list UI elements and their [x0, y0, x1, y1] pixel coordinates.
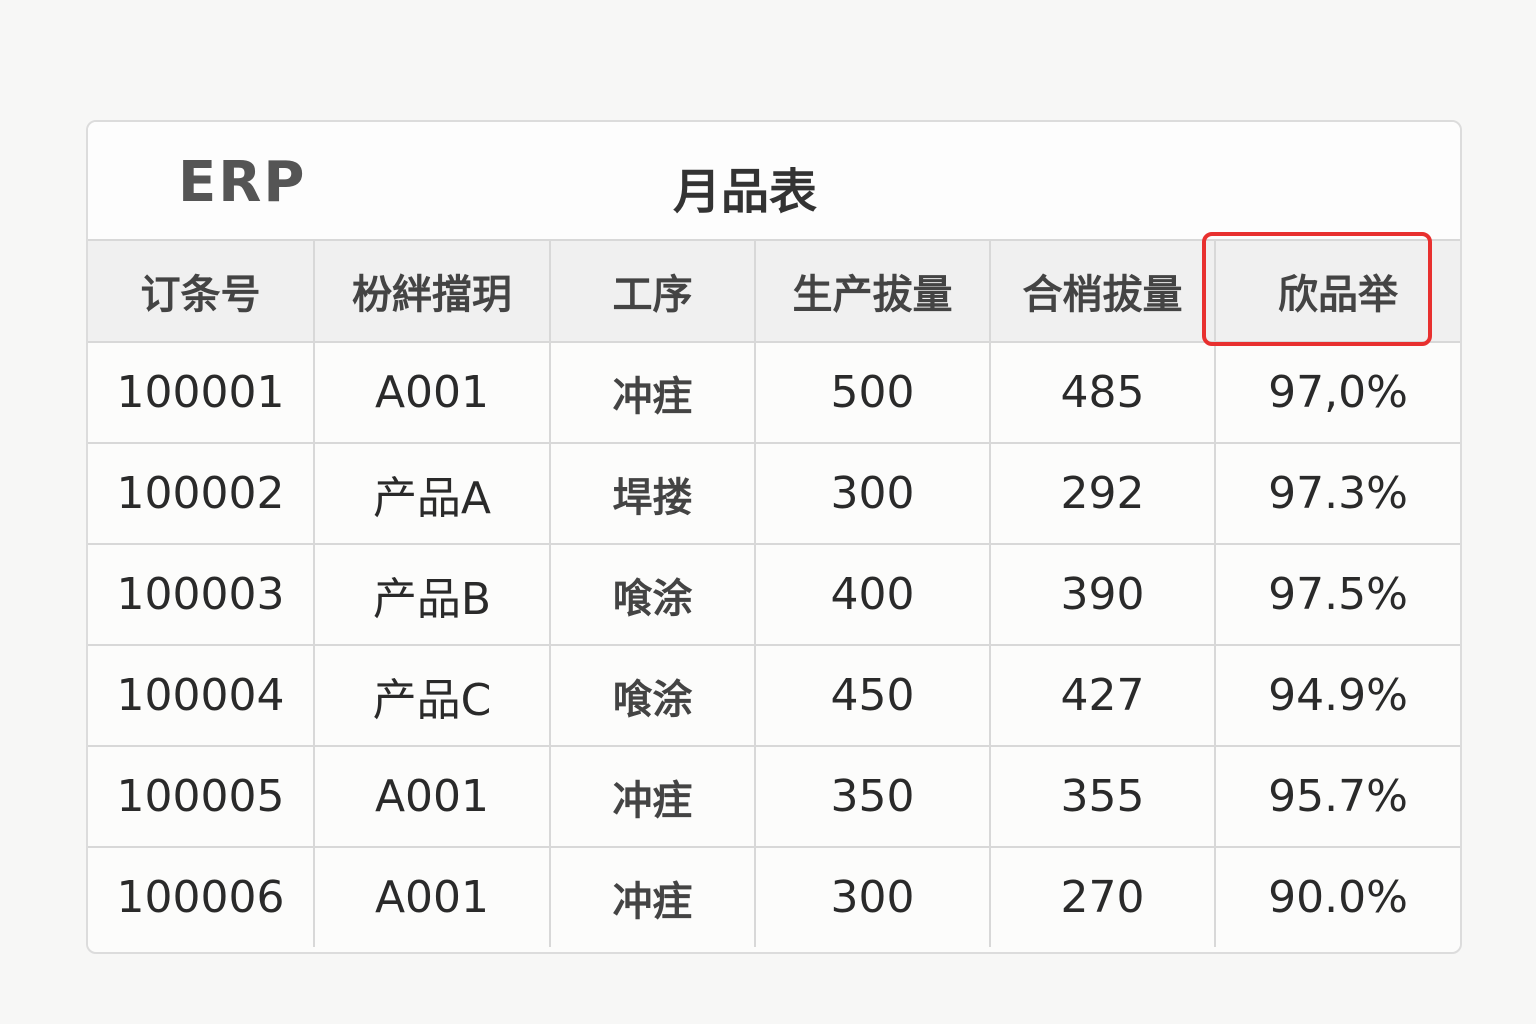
cell-qualified-qty: 427 — [990, 645, 1216, 747]
cell-production-qty: 350 — [755, 746, 991, 848]
table-row[interactable]: 100003 产品B 喰涂 400 390 97.5% — [88, 544, 1460, 646]
cell-order-no: 100001 — [88, 342, 315, 444]
cell-order-no: 100003 — [88, 544, 315, 646]
column-header-production-qty[interactable]: 生产拔量 — [755, 241, 991, 343]
cell-qualified-qty: 292 — [990, 443, 1216, 545]
table-row[interactable]: 100005 A001 冲疰 350 355 95.7% — [88, 746, 1460, 848]
cell-order-no: 100004 — [88, 645, 315, 747]
cell-material: 产品C — [314, 645, 551, 747]
header-row: 订条号 枌絆擋玥 工序 生产拔量 合梢拔量 欣品举 — [88, 241, 1460, 343]
cell-material: 产品B — [314, 544, 551, 646]
cell-material: A001 — [314, 847, 551, 947]
cell-qualified-qty: 270 — [990, 847, 1216, 947]
cell-yield-rate: 90.0% — [1215, 847, 1460, 947]
cell-qualified-qty: 485 — [990, 342, 1216, 444]
cell-order-no: 100002 — [88, 443, 315, 545]
column-header-order-no[interactable]: 订条号 — [88, 241, 315, 343]
cell-process: 冲疰 — [550, 746, 756, 848]
cell-production-qty: 400 — [755, 544, 991, 646]
title-bar: ERP 月品表 — [88, 122, 1460, 241]
cell-process: 喰涂 — [550, 645, 756, 747]
cell-process: 喰涂 — [550, 544, 756, 646]
highlight-box — [1202, 232, 1432, 346]
cell-qualified-qty: 390 — [990, 544, 1216, 646]
page-title: 月品表 — [673, 164, 818, 220]
cell-material: A001 — [314, 746, 551, 848]
cell-yield-rate: 95.7% — [1215, 746, 1460, 848]
cell-production-qty: 300 — [755, 443, 991, 545]
table-row[interactable]: 100001 A001 冲疰 500 485 97,0% — [88, 342, 1460, 444]
cell-order-no: 100005 — [88, 746, 315, 848]
table-row[interactable]: 100002 产品A 垾搂 300 292 97.3% — [88, 443, 1460, 545]
cell-process: 冲疰 — [550, 847, 756, 947]
cell-yield-rate: 97,0% — [1215, 342, 1460, 444]
cell-process: 冲疰 — [550, 342, 756, 444]
column-header-material[interactable]: 枌絆擋玥 — [314, 241, 551, 343]
cell-process: 垾搂 — [550, 443, 756, 545]
column-header-process[interactable]: 工序 — [550, 241, 756, 343]
column-header-qualified-qty[interactable]: 合梢拔量 — [990, 241, 1216, 343]
cell-production-qty: 300 — [755, 847, 991, 947]
column-header-yield-rate[interactable]: 欣品举 — [1215, 241, 1460, 343]
cell-material: 产品A — [314, 443, 551, 545]
table-row[interactable]: 100004 产品C 喰涂 450 427 94.9% — [88, 645, 1460, 747]
cell-production-qty: 500 — [755, 342, 991, 444]
cell-material: A001 — [314, 342, 551, 444]
data-table: 订条号 枌絆擋玥 工序 生产拔量 合梢拔量 欣品举 100001 A001 冲疰 50… — [88, 241, 1460, 947]
table-row[interactable]: 100006 A001 冲疰 300 270 90.0% — [88, 847, 1460, 947]
brand-label: ERP — [178, 150, 307, 215]
report-card: ERP 月品表 订条号 枌絆擋玥 工序 生产拔量 合梢拔量 欣品举 100001… — [86, 120, 1462, 954]
cell-production-qty: 450 — [755, 645, 991, 747]
cell-yield-rate: 97.3% — [1215, 443, 1460, 545]
cell-yield-rate: 97.5% — [1215, 544, 1460, 646]
cell-qualified-qty: 355 — [990, 746, 1216, 848]
cell-order-no: 100006 — [88, 847, 315, 947]
cell-yield-rate: 94.9% — [1215, 645, 1460, 747]
